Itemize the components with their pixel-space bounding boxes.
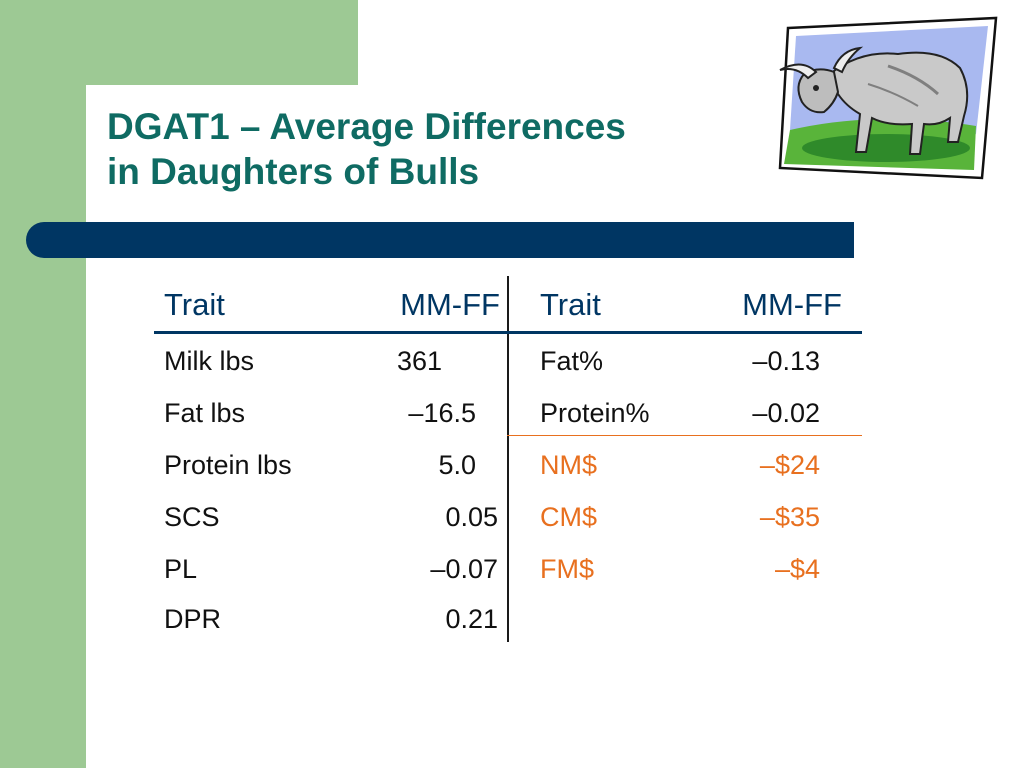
header-rule (154, 331, 862, 334)
right-row-value: –$35 (759, 502, 820, 532)
right-row-trait: Fat% (540, 346, 604, 376)
left-row-trait: Protein lbs (164, 450, 292, 480)
left-row-trait: PL (164, 554, 198, 584)
column-divider (507, 276, 509, 642)
slide-title-line-2: in Daughters of Bulls (107, 151, 480, 192)
left-row-value: –16.5 (408, 398, 476, 428)
merit-section-rule (507, 435, 862, 436)
left-header-value: MM-FF (400, 287, 500, 322)
dgat1-table: Trait MM-FF Trait MM-FF Milk lbs 361 Fat… (154, 276, 862, 642)
left-row-trait: DPR (164, 604, 222, 634)
right-row-value: –0.02 (752, 398, 820, 428)
left-row-value: 5.0 (438, 450, 476, 480)
right-row-value: –$4 (774, 554, 820, 584)
slide-title-line-1: DGAT1 – Average Differences (107, 106, 626, 147)
left-row-trait: Milk lbs (164, 346, 255, 376)
right-row-value: –$24 (759, 450, 820, 480)
slide-title: DGAT1 – Average Differences in Daughters… (107, 104, 626, 194)
left-row-value: –0.07 (430, 554, 498, 584)
left-row-value: 0.05 (445, 502, 498, 532)
side-accent-bar (0, 0, 86, 768)
left-row-value: 0.21 (445, 604, 498, 634)
right-header-value: MM-FF (742, 287, 842, 322)
right-row-value: –0.13 (752, 346, 820, 376)
top-accent-bar (0, 0, 358, 85)
right-row-trait: NM$ (540, 450, 598, 480)
bull-clipart (778, 16, 998, 180)
right-row-trait: Protein% (540, 398, 650, 428)
left-header-trait: Trait (164, 287, 225, 322)
left-row-trait: Fat lbs (164, 398, 246, 428)
left-row-trait: SCS (164, 502, 220, 532)
left-row-value: 361 (396, 346, 442, 376)
right-row-trait: FM$ (540, 554, 594, 584)
right-row-trait: CM$ (540, 502, 598, 532)
title-divider-bar (26, 222, 854, 258)
right-header-trait: Trait (540, 287, 601, 322)
content-corner (86, 85, 176, 175)
